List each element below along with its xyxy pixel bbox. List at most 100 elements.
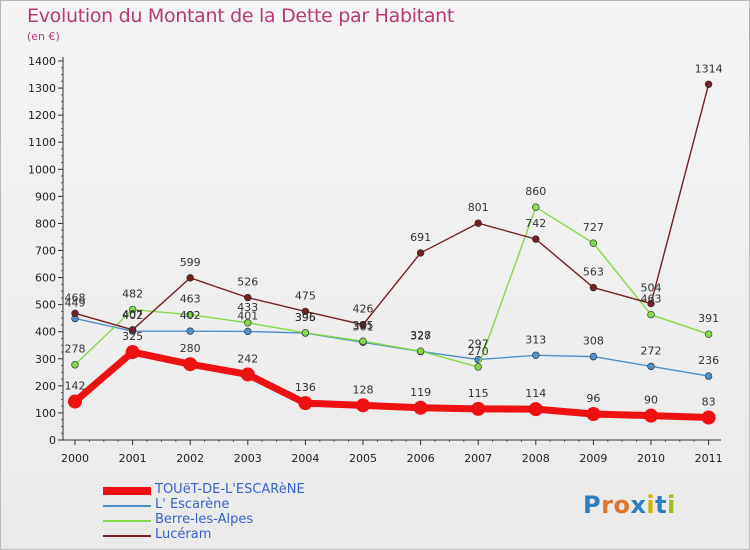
data-point — [183, 357, 198, 372]
data-label: 691 — [410, 231, 431, 244]
logo-letter: P — [583, 491, 602, 519]
logo-letter: t — [655, 491, 668, 519]
y-tick-label: 1000 — [28, 163, 56, 176]
data-label: 278 — [65, 343, 86, 356]
data-label: 96 — [586, 392, 600, 405]
legend-label: Berre-les-Alpes — [155, 512, 254, 527]
data-label: 396 — [295, 311, 316, 324]
series-line — [74, 317, 709, 377]
data-point — [586, 407, 601, 422]
x-tick-label: 2000 — [61, 452, 89, 465]
legend-swatch — [103, 505, 151, 507]
data-point — [416, 347, 425, 355]
legend-label: L' Escarène — [155, 497, 230, 512]
y-tick-label: 900 — [35, 190, 56, 203]
logo-letter: x — [630, 491, 647, 519]
data-point — [647, 362, 655, 371]
data-point — [186, 274, 194, 282]
data-label: 727 — [583, 221, 604, 234]
data-point — [704, 80, 713, 88]
data-point — [359, 337, 367, 345]
data-point — [589, 239, 598, 247]
data-label: 313 — [525, 333, 546, 346]
y-tick-label: 1200 — [28, 109, 56, 122]
data-label: 242 — [237, 352, 258, 365]
data-point — [301, 307, 310, 316]
data-label: 114 — [525, 387, 546, 400]
data-label: 90 — [644, 394, 658, 407]
x-tick-label: 2008 — [522, 452, 550, 465]
data-label: 504 — [641, 282, 662, 295]
data-label: 482 — [122, 288, 143, 301]
data-point — [71, 361, 79, 369]
data-point — [186, 310, 194, 319]
data-point — [301, 329, 310, 337]
data-point — [701, 410, 716, 425]
data-point — [474, 219, 482, 227]
data-label: 365 — [353, 319, 374, 332]
y-tick-label: 300 — [35, 353, 56, 366]
data-point — [647, 310, 655, 319]
data-label: 119 — [410, 386, 431, 399]
data-point — [68, 394, 82, 409]
logo-letter: i — [646, 491, 656, 519]
series-line — [74, 206, 709, 368]
data-label: 475 — [295, 289, 316, 302]
data-point — [356, 398, 370, 413]
data-label: 83 — [702, 396, 716, 409]
data-label: 142 — [65, 380, 86, 393]
chart-subtitle: (en €) — [27, 30, 60, 43]
data-label: 426 — [353, 303, 374, 316]
data-label: 1314 — [695, 62, 723, 75]
data-point — [589, 352, 598, 361]
data-point — [528, 402, 543, 417]
data-label: 468 — [65, 291, 86, 304]
data-point — [589, 283, 598, 292]
data-point — [532, 351, 540, 359]
data-point — [644, 408, 658, 423]
data-label: 402 — [122, 309, 143, 322]
data-label: 297 — [468, 338, 489, 351]
x-tick-label: 2011 — [695, 452, 723, 465]
legend-swatch — [103, 535, 151, 537]
chart-title: Evolution du Montant de la Dette par Hab… — [27, 5, 455, 27]
data-label: 115 — [468, 387, 489, 400]
data-point — [128, 326, 137, 334]
data-point — [532, 235, 540, 243]
data-label: 391 — [698, 312, 719, 325]
data-point — [128, 305, 137, 314]
data-point — [704, 330, 713, 338]
logo-letter: i — [667, 491, 676, 519]
legend-label: Lucéram — [155, 527, 212, 542]
y-tick-label: 1300 — [28, 82, 56, 95]
legend-swatch — [103, 487, 151, 495]
data-label: 327 — [410, 329, 431, 342]
y-tick-label: 200 — [35, 380, 56, 393]
data-point — [704, 372, 713, 380]
x-tick-label: 2002 — [176, 452, 204, 465]
data-label: 449 — [65, 296, 86, 309]
data-point — [298, 396, 313, 411]
data-label: 325 — [122, 330, 143, 343]
data-label: 599 — [180, 256, 201, 269]
data-label: 463 — [641, 293, 662, 306]
y-tick-label: 600 — [35, 272, 56, 285]
data-label: 395 — [295, 311, 316, 324]
y-tick-label: 0 — [49, 434, 56, 447]
data-label: 308 — [583, 335, 604, 348]
data-label: 463 — [180, 293, 201, 306]
data-point — [186, 327, 194, 335]
y-tick-label: 400 — [35, 326, 56, 339]
y-tick-label: 800 — [35, 217, 56, 230]
data-label: 526 — [237, 276, 258, 289]
data-point — [244, 319, 252, 327]
data-label: 128 — [353, 383, 374, 396]
x-tick-label: 2001 — [119, 452, 147, 465]
x-tick-label: 2006 — [407, 452, 435, 465]
series-line — [72, 348, 709, 422]
data-point — [413, 400, 428, 415]
logo-letter: o — [613, 491, 631, 519]
y-tick-label: 700 — [35, 245, 56, 258]
data-point — [647, 299, 655, 308]
